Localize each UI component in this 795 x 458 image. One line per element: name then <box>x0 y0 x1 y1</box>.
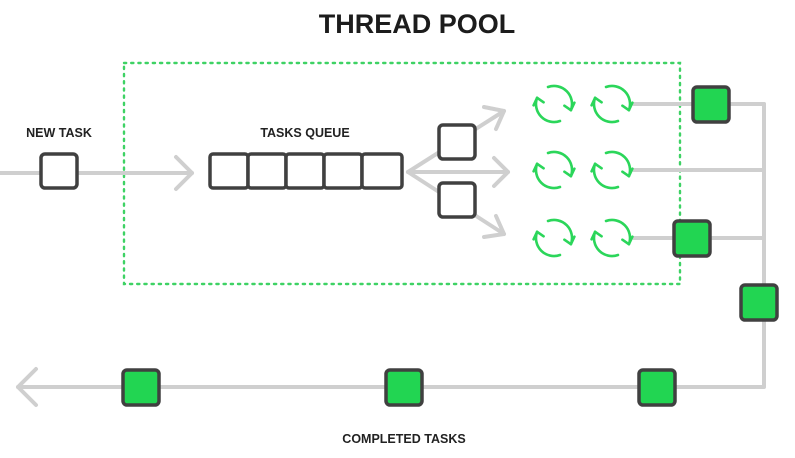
completed-tasks-label: COMPLETED TASKS <box>342 432 465 446</box>
dispatch-arrow-lower-icon <box>482 214 506 239</box>
completed-task-square-icon <box>637 368 677 407</box>
threads-grid <box>532 84 634 258</box>
diagram-title: THREAD POOL <box>319 9 516 39</box>
completed-task-square-icon <box>384 368 424 407</box>
dispatched-task-square-icon <box>437 181 477 219</box>
completed-task-square-icon <box>739 283 779 322</box>
completed-tasks <box>121 85 779 407</box>
new-task-label: NEW TASK <box>26 126 92 140</box>
refresh-cycle-icon <box>590 84 634 124</box>
dispatch-arrow-upper-icon <box>482 105 506 131</box>
refresh-cycle-icon <box>532 84 576 124</box>
queue-slot <box>284 152 326 190</box>
refresh-cycle-icon <box>590 218 634 258</box>
dispatched-task-square-icon <box>437 123 477 161</box>
tasks-queue <box>208 152 404 190</box>
tasks-queue-label: TASKS QUEUE <box>260 126 349 140</box>
new-task-square-icon <box>39 152 79 190</box>
incoming-arrow-head-icon <box>174 155 194 191</box>
completed-arrow-head-icon <box>16 367 38 407</box>
queue-slot <box>246 152 288 190</box>
refresh-cycle-icon <box>532 150 576 190</box>
completed-task-square-icon <box>691 85 731 124</box>
flow-lines <box>0 102 766 407</box>
completed-return-line <box>16 102 766 389</box>
queue-slot <box>322 152 364 190</box>
completed-task-square-icon <box>672 219 712 258</box>
refresh-cycle-icon <box>590 150 634 190</box>
completed-task-square-icon <box>121 368 161 407</box>
dispatch-arrow-middle-icon <box>492 156 510 188</box>
refresh-cycle-icon <box>532 218 576 258</box>
queue-slot <box>360 152 404 190</box>
queue-slot <box>208 152 250 190</box>
